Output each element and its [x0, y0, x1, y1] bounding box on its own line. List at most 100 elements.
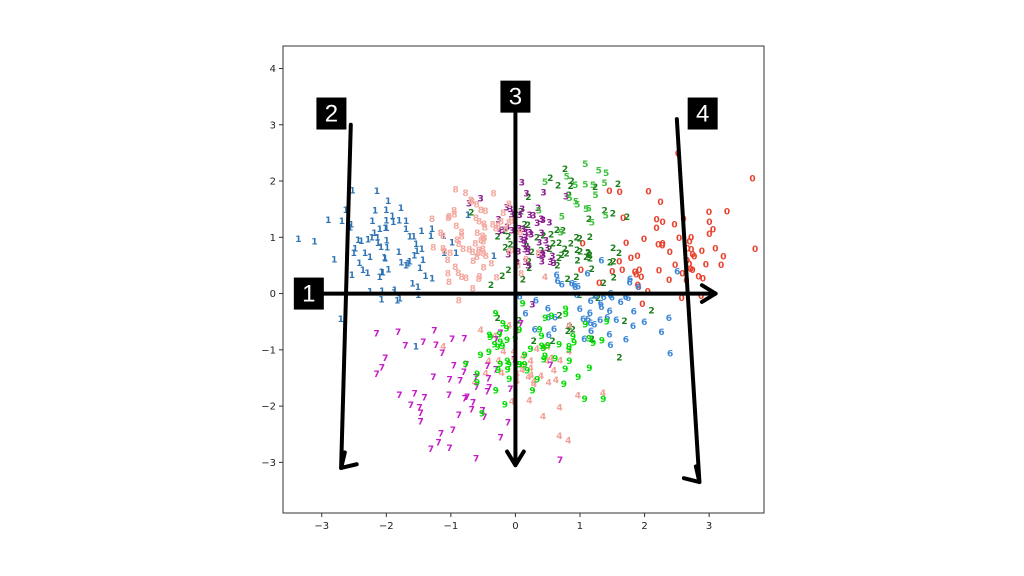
data-point-7: 7 — [428, 445, 434, 455]
data-point-8: 8 — [459, 273, 465, 283]
data-point-1: 1 — [378, 295, 384, 305]
data-point-8: 8 — [500, 209, 506, 219]
data-point-8: 8 — [480, 249, 486, 259]
data-point-0: 0 — [710, 225, 716, 235]
data-point-3: 3 — [516, 224, 522, 234]
data-point-1: 1 — [403, 262, 409, 272]
data-point-7: 7 — [439, 349, 445, 359]
data-point-7: 7 — [456, 411, 462, 421]
data-point-1: 1 — [392, 286, 398, 296]
data-point-1: 1 — [380, 268, 386, 278]
direction-label-box-1 — [293, 277, 324, 310]
data-point-4: 4 — [526, 396, 532, 406]
data-point-1: 1 — [377, 225, 383, 235]
data-point-0: 0 — [639, 300, 645, 310]
data-point-9: 9 — [477, 351, 483, 361]
data-point-8: 8 — [469, 197, 475, 207]
data-point-4: 4 — [545, 343, 551, 353]
data-point-7: 7 — [382, 354, 388, 364]
data-point-2: 2 — [540, 232, 546, 242]
data-point-1: 1 — [403, 217, 409, 227]
data-point-2: 2 — [577, 235, 583, 245]
data-point-7: 7 — [411, 390, 417, 400]
data-point-0: 0 — [578, 266, 584, 276]
data-point-2: 2 — [531, 337, 537, 347]
data-point-1: 1 — [295, 235, 301, 245]
data-point-9: 9 — [566, 346, 572, 356]
data-point-1: 1 — [339, 217, 345, 227]
data-point-8: 8 — [429, 215, 435, 225]
data-point-1: 1 — [369, 217, 375, 227]
data-point-9: 9 — [486, 348, 492, 358]
data-point-1: 1 — [389, 212, 395, 222]
data-point-1: 1 — [397, 294, 403, 304]
data-point-9: 9 — [562, 365, 568, 375]
data-point-1: 1 — [396, 216, 402, 226]
data-point-7: 7 — [479, 406, 485, 416]
data-point-5: 5 — [566, 194, 572, 204]
data-point-1: 1 — [417, 264, 423, 274]
direction-label-box-3 — [500, 80, 531, 113]
arrowhead-3 — [505, 449, 526, 468]
data-point-1: 1 — [367, 253, 373, 263]
data-point-0: 0 — [635, 281, 641, 291]
x-tick-label: −3 — [314, 521, 329, 532]
data-point-0: 0 — [609, 268, 615, 278]
data-point-6: 6 — [636, 283, 642, 293]
data-point-8: 8 — [493, 224, 499, 234]
data-point-1: 1 — [420, 256, 426, 266]
data-point-2: 2 — [516, 316, 522, 326]
data-point-1: 1 — [325, 216, 331, 226]
data-point-1: 1 — [377, 273, 383, 283]
data-point-9: 9 — [492, 341, 498, 351]
data-point-7: 7 — [461, 334, 467, 344]
data-point-3: 3 — [536, 239, 542, 249]
data-point-2: 2 — [505, 266, 511, 276]
data-point-7: 7 — [518, 320, 524, 330]
data-point-5: 5 — [603, 169, 609, 179]
data-point-3: 3 — [543, 237, 549, 247]
data-point-2: 2 — [507, 241, 513, 251]
data-point-2: 2 — [562, 165, 568, 175]
data-point-5: 5 — [592, 191, 598, 201]
data-point-3: 3 — [466, 199, 472, 209]
data-point-9: 9 — [493, 386, 499, 396]
data-point-3: 3 — [538, 215, 544, 225]
data-point-0: 0 — [620, 214, 626, 224]
data-point-0: 0 — [749, 175, 755, 185]
data-point-3: 3 — [522, 246, 528, 256]
data-point-9: 9 — [586, 364, 592, 374]
data-point-0: 0 — [706, 208, 712, 218]
data-point-3: 3 — [525, 245, 531, 255]
data-point-6: 6 — [555, 277, 561, 287]
data-point-2: 2 — [568, 182, 574, 192]
data-point-9: 9 — [516, 326, 522, 336]
data-point-9: 9 — [504, 336, 510, 346]
data-point-2: 2 — [595, 294, 601, 304]
data-point-8: 8 — [438, 229, 444, 239]
x-tick-label: 0 — [512, 521, 518, 532]
data-point-6: 6 — [587, 309, 593, 319]
data-point-3: 3 — [520, 225, 526, 235]
x-tick-label: −1 — [443, 521, 458, 532]
data-point-6: 6 — [554, 271, 560, 281]
data-point-1: 1 — [383, 216, 389, 226]
data-point-9: 9 — [542, 352, 548, 362]
data-point-1: 1 — [411, 251, 417, 261]
data-point-2: 2 — [570, 325, 576, 335]
data-point-1: 1 — [381, 253, 387, 263]
data-point-1: 1 — [428, 232, 434, 242]
data-point-8: 8 — [445, 270, 451, 280]
data-point-6: 6 — [572, 283, 578, 293]
data-point-9: 9 — [494, 343, 500, 353]
data-point-0: 0 — [684, 245, 690, 255]
data-point-3: 3 — [525, 248, 531, 258]
data-point-2: 2 — [562, 245, 568, 255]
data-point-1: 1 — [394, 296, 400, 306]
y-tick-label: 4 — [270, 64, 276, 75]
data-point-2: 2 — [548, 230, 554, 240]
data-point-2: 2 — [576, 291, 582, 301]
data-point-3: 3 — [509, 226, 515, 236]
data-point-5: 5 — [582, 160, 588, 170]
data-point-3: 3 — [540, 189, 546, 199]
